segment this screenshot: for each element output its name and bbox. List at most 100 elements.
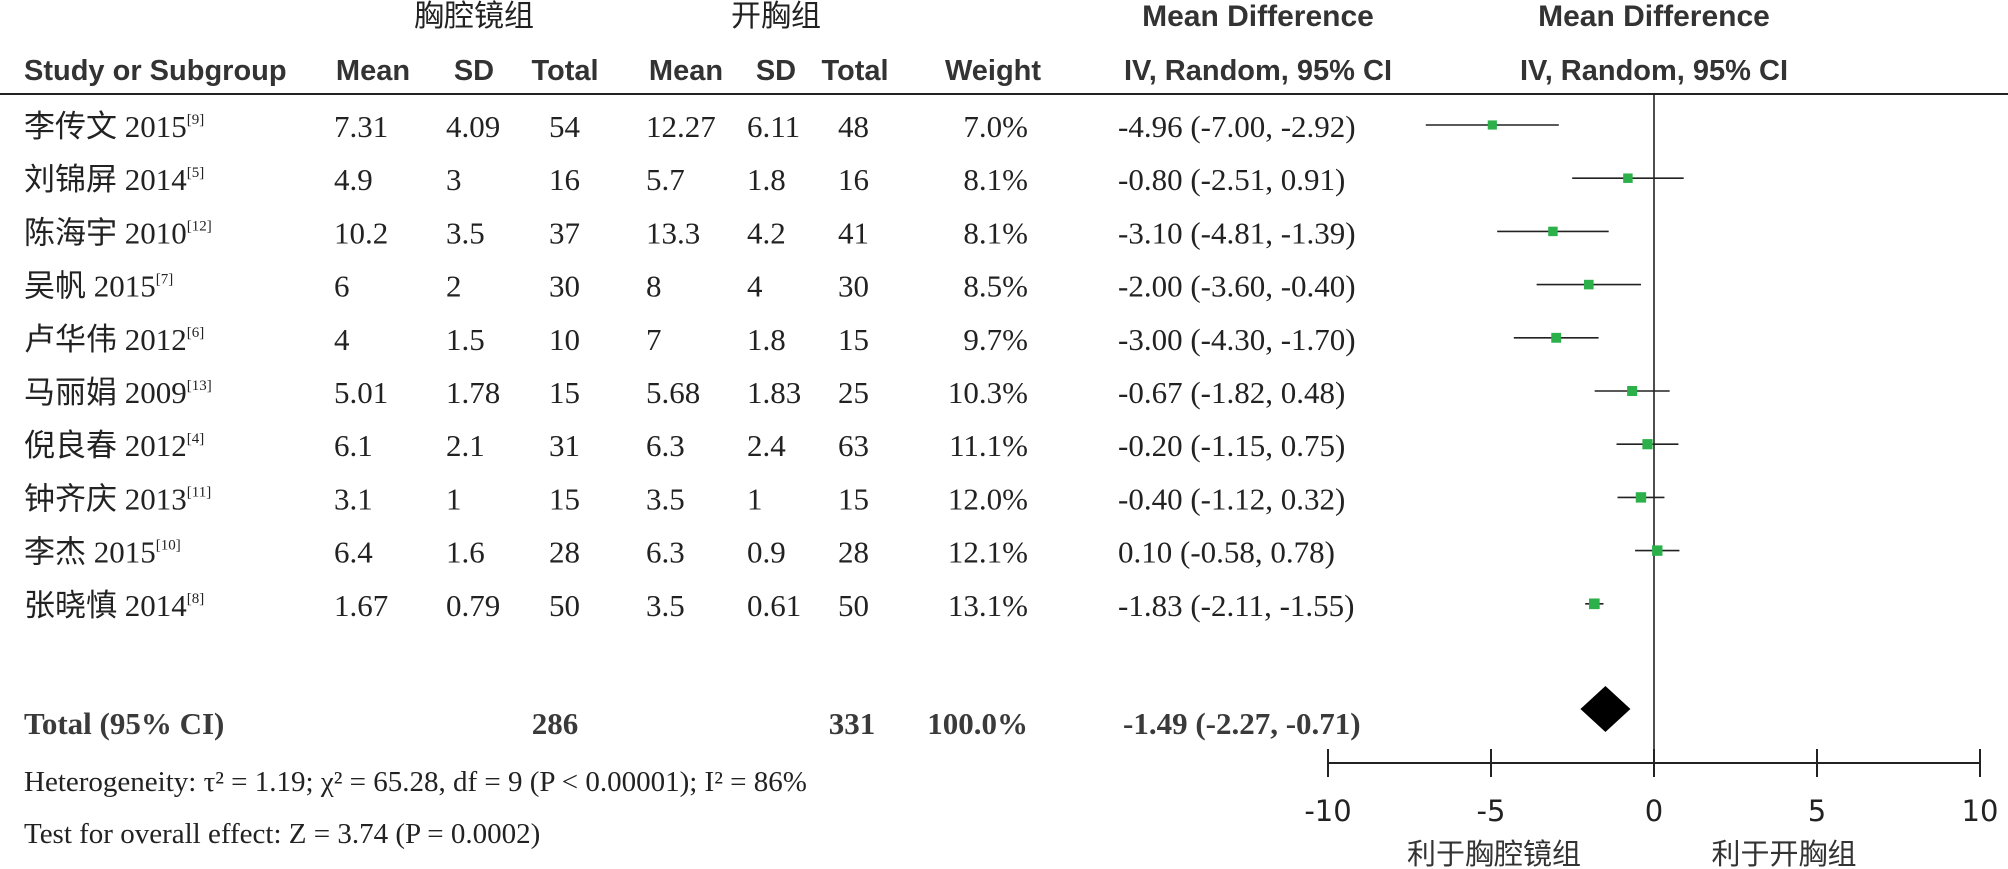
study-n2: 28 <box>838 535 869 570</box>
study-rows: 李传文 2015[9] 7.31 4.09 54 12.27 6.11 48 7.0% -4.9… <box>24 109 1356 623</box>
study-name: 李传文 2015[9] <box>24 109 204 144</box>
study-n1: 54 <box>549 109 581 144</box>
study-name: 张晓慎 2014[8] <box>24 588 204 623</box>
study-ci-text: -0.80 (-2.51, 0.91) <box>1118 162 1345 197</box>
effect-marker <box>1635 492 1647 503</box>
study-sd1: 3.5 <box>446 215 485 250</box>
study-name: 吴帆 2015[7] <box>24 269 173 304</box>
study-reference: [9] <box>187 112 205 128</box>
mean2-header: Mean <box>649 55 723 87</box>
study-mean1: 1.67 <box>334 588 388 623</box>
method-plot-header: IV, Random, 95% CI <box>1520 55 1788 87</box>
total1-header: Total <box>531 55 598 87</box>
study-reference: [8] <box>187 591 205 607</box>
x-tick-label: -5 <box>1477 794 1506 828</box>
study-reference: [11] <box>187 484 211 500</box>
overall-effect-text: Test for overall effect: Z = 3.74 (P = 0… <box>24 818 540 850</box>
study-row: 钟齐庆 2013[11] 3.1 1 15 3.5 1 15 12.0% -0.40 (-1.1… <box>24 481 1345 516</box>
x-tick-label: 0 <box>1645 794 1663 828</box>
total-n2: 331 <box>829 706 876 741</box>
total-row: Total (95% CI) 286 331 100.0% -1.49 (-2.… <box>24 706 1361 741</box>
total-n1: 286 <box>532 706 579 741</box>
study-mean1: 7.31 <box>334 109 388 144</box>
study-sd2: 0.9 <box>747 535 786 570</box>
study-name: 卢华伟 2012[6] <box>24 322 204 357</box>
study-n2: 63 <box>838 428 869 463</box>
study-sd2: 1.8 <box>747 322 786 357</box>
study-row: 吴帆 2015[7] 6 2 30 8 4 30 8.5% -2.00 (-3.60, -0.4… <box>24 269 1356 304</box>
study-name: 倪良春 2012[4] <box>24 428 204 463</box>
study-mean2: 8 <box>646 269 662 304</box>
study-n2: 41 <box>838 215 869 250</box>
study-reference: [6] <box>187 325 205 341</box>
study-weight: 8.5% <box>963 269 1028 304</box>
study-sd1: 1 <box>446 481 462 516</box>
total-label: Total (95% CI) <box>24 706 224 741</box>
effect-marker <box>1623 173 1633 183</box>
x-tick-label: 10 <box>1962 794 1999 828</box>
study-n2: 16 <box>838 162 869 197</box>
study-sd2: 1 <box>747 481 763 516</box>
study-reference: [13] <box>187 378 212 394</box>
study-mean1: 6 <box>334 269 350 304</box>
study-row: 张晓慎 2014[8] 1.67 0.79 50 3.5 0.61 50 13.1% -1.83… <box>24 588 1354 623</box>
study-n1: 16 <box>549 162 580 197</box>
study-row: 李传文 2015[9] 7.31 4.09 54 12.27 6.11 48 7.0% -4.9… <box>24 109 1356 144</box>
study-name: 陈海宇 2010[12] <box>24 215 212 250</box>
study-sd1: 1.78 <box>446 375 500 410</box>
study-n1: 37 <box>549 215 580 250</box>
effect-marker <box>1642 439 1653 450</box>
study-sd2: 6.11 <box>747 109 800 144</box>
favors-left-label: 利于胸腔镜组 <box>1407 837 1581 869</box>
study-mean1: 4 <box>334 322 350 357</box>
study-mean1: 10.2 <box>334 215 388 250</box>
study-reference: [5] <box>187 165 205 181</box>
study-column-header: Study or Subgroup <box>24 55 287 87</box>
study-row: 李杰 2015[10] 6.4 1.6 28 6.3 0.9 28 12.1% 0.10 (-0… <box>24 535 1335 570</box>
study-ci-text: -0.67 (-1.82, 0.48) <box>1118 375 1345 410</box>
study-ci-text: -3.00 (-4.30, -1.70) <box>1118 322 1356 357</box>
study-reference: [4] <box>187 431 205 447</box>
effect-marker <box>1589 598 1600 610</box>
study-n2: 48 <box>838 109 869 144</box>
total2-header: Total <box>821 55 888 87</box>
study-sd2: 1.83 <box>747 375 801 410</box>
study-mean1: 3.1 <box>334 481 373 516</box>
study-n1: 15 <box>549 481 580 516</box>
study-mean2: 13.3 <box>646 215 700 250</box>
study-name: 钟齐庆 2013[11] <box>24 481 211 516</box>
group1-header: 胸腔镜组 <box>414 0 534 34</box>
study-weight: 11.1% <box>949 428 1028 463</box>
study-weight: 12.1% <box>948 535 1028 570</box>
pooled-diamond <box>1580 686 1631 732</box>
study-weight: 7.0% <box>963 109 1028 144</box>
total-ci-text: -1.49 (-2.27, -0.71) <box>1123 706 1361 741</box>
study-sd1: 3 <box>446 162 462 197</box>
study-reference: [7] <box>156 272 174 288</box>
study-weight: 9.7% <box>963 322 1028 357</box>
study-n1: 30 <box>549 269 580 304</box>
study-sd2: 4.2 <box>747 215 786 250</box>
study-mean2: 6.3 <box>646 428 685 463</box>
plot-layer: -10 -5 0 5 10 <box>1304 94 1998 828</box>
x-tick-label: -10 <box>1304 794 1351 828</box>
effect-marker <box>1584 279 1594 290</box>
study-n2: 30 <box>838 269 869 304</box>
method-column-header: IV, Random, 95% CI <box>1124 55 1392 87</box>
study-sd1: 0.79 <box>446 588 500 623</box>
study-n1: 50 <box>549 588 580 623</box>
study-n2: 50 <box>838 588 869 623</box>
study-n2: 15 <box>838 481 869 516</box>
study-name: 刘锦屏 2014[5] <box>24 162 204 197</box>
heterogeneity-text: Heterogeneity: τ² = 1.19; χ² = 65.28, df… <box>24 766 807 798</box>
study-mean1: 5.01 <box>334 375 388 410</box>
study-row: 倪良春 2012[4] 6.1 2.1 31 6.3 2.4 63 11.1% -0.20 (-… <box>24 428 1345 463</box>
study-name: 马丽娟 2009[13] <box>24 375 212 410</box>
md-column-header: Mean Difference <box>1142 0 1374 33</box>
study-mean2: 3.5 <box>646 588 685 623</box>
study-sd1: 1.6 <box>446 535 485 570</box>
study-mean1: 6.1 <box>334 428 373 463</box>
study-n2: 25 <box>838 375 869 410</box>
mean1-header: Mean <box>336 55 410 87</box>
